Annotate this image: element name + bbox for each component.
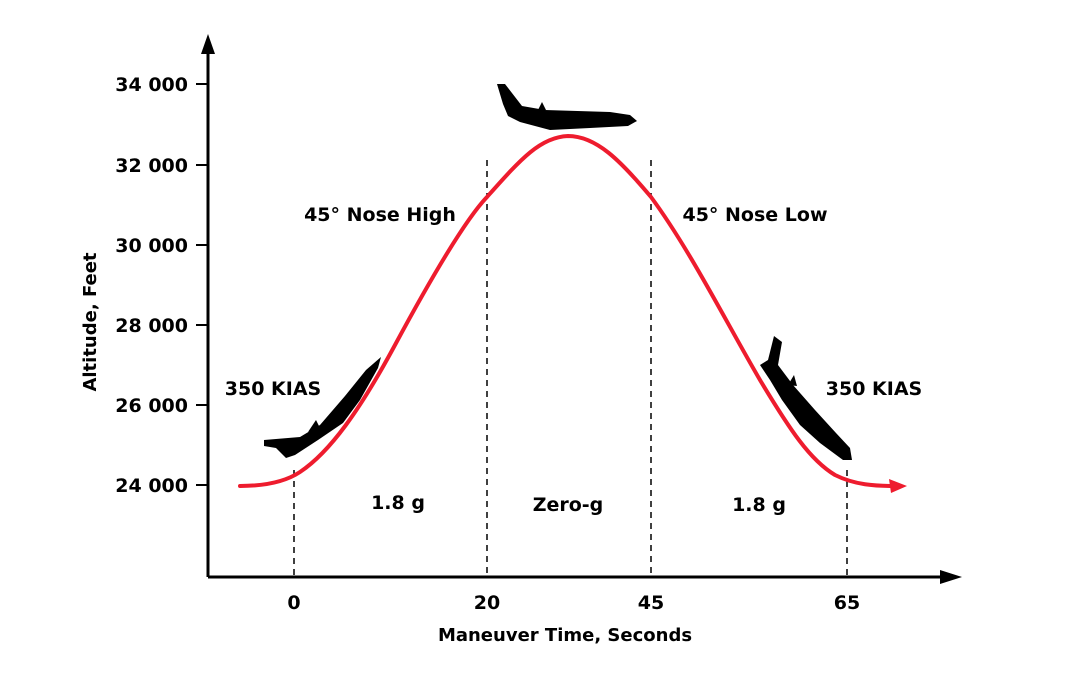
y-tick-label: 28 000 (115, 315, 188, 337)
y-tick-label: 30 000 (115, 235, 188, 257)
y-tick-label: 34 000 (115, 74, 188, 96)
airplane-icon-left (264, 357, 381, 458)
y-tick-label: 24 000 (115, 475, 188, 497)
y-ticks: 24 000 26 000 28 000 30 000 32 000 34 00… (115, 74, 208, 497)
annotation-g-right: 1.8 g (732, 494, 786, 516)
x-tick-label: 65 (834, 592, 860, 614)
annotation-nose-low: 45° Nose Low (682, 204, 827, 226)
x-tick-label: 45 (638, 592, 664, 614)
annotation-g-left: 1.8 g (371, 492, 425, 514)
x-tick-label: 20 (474, 592, 500, 614)
y-tick-label: 26 000 (115, 395, 188, 417)
annotation-nose-high: 45° Nose High (304, 204, 456, 226)
annotation-kias-left: 350 KIAS (225, 378, 321, 400)
airplane-icon-right (760, 336, 852, 460)
annotation-zero-g: Zero-g (533, 494, 604, 516)
x-axis-title: Maneuver Time, Seconds (438, 625, 692, 646)
trajectory-arrowhead (889, 479, 907, 493)
x-axis-arrow (940, 570, 962, 584)
x-ticks: 0 20 45 65 (287, 592, 860, 614)
y-axis-title: Altitude, Feet (80, 252, 101, 391)
trajectory-curve (238, 133, 897, 488)
y-axis-arrow (201, 34, 215, 54)
phase-markers (293, 160, 848, 577)
airplane-icon-top (497, 84, 637, 130)
x-tick-label: 0 (287, 592, 300, 614)
y-tick-label: 32 000 (115, 155, 188, 177)
annotation-kias-right: 350 KIAS (826, 378, 922, 400)
axes (201, 34, 962, 584)
